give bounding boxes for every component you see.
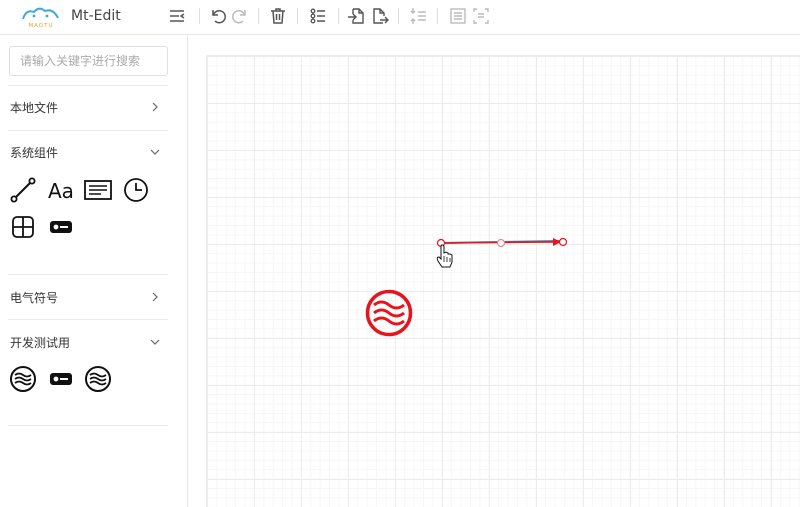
paragraph-icon	[84, 180, 112, 200]
line-handle-end[interactable]	[558, 237, 568, 247]
canvas-wave-circle-element[interactable]	[365, 289, 413, 337]
trash-icon	[271, 8, 285, 24]
grid-icon	[12, 216, 34, 238]
text-icon: Aa	[48, 179, 74, 203]
toolbar-divider	[437, 8, 438, 24]
arrow-head-icon	[553, 238, 561, 246]
search-input[interactable]	[9, 46, 168, 76]
section-divider	[8, 130, 168, 131]
switch-icon	[50, 373, 72, 385]
select-area-button[interactable]	[470, 5, 492, 27]
component-text[interactable]: Aa	[47, 176, 75, 204]
app-title: Mt-Edit	[71, 8, 121, 24]
file-export-icon	[373, 8, 389, 24]
top-toolbar: MAOTU Mt-Edit	[0, 0, 800, 35]
canvas-line-element[interactable]	[436, 237, 568, 248]
component-wave-circle[interactable]	[9, 365, 37, 393]
component-wave-circle[interactable]	[84, 365, 112, 393]
menu-fold-button[interactable]	[166, 5, 188, 27]
chevron-down-icon	[150, 149, 160, 155]
toolbar-divider	[297, 8, 298, 24]
chevron-down-icon	[150, 339, 160, 345]
section-label: 电气符号	[10, 290, 59, 305]
menu-fold-icon	[170, 10, 185, 22]
section-label: 开发测试用	[10, 335, 71, 350]
toolbar-divider	[338, 8, 339, 24]
line-handle-mid[interactable]	[496, 238, 506, 248]
wave-circle-icon	[85, 366, 111, 392]
wave-circle-icon	[365, 289, 413, 337]
component-grid[interactable]	[9, 213, 37, 241]
component-switch[interactable]	[47, 365, 75, 393]
component-switch[interactable]	[47, 213, 75, 241]
section-system-components[interactable]: 系统组件	[10, 142, 160, 162]
toolbar-divider	[199, 8, 200, 24]
fit-view-icon	[450, 8, 466, 24]
line-icon	[10, 177, 36, 203]
svg-text:Aa: Aa	[48, 179, 74, 203]
wave-lines	[373, 300, 405, 326]
align-icon	[410, 8, 426, 24]
maotu-logo-icon: MAOTU	[20, 5, 62, 29]
align-button[interactable]	[407, 5, 429, 27]
layer-list-button[interactable]	[307, 5, 329, 27]
component-clock[interactable]	[122, 176, 150, 204]
editor-canvas[interactable]	[206, 55, 800, 507]
svg-text:MAOTU: MAOTU	[28, 23, 53, 29]
section-label: 系统组件	[10, 145, 59, 160]
toolbar-divider	[398, 8, 399, 24]
section-label: 本地文件	[10, 100, 59, 115]
component-sidebar: 本地文件 系统组件 Aa	[0, 35, 188, 507]
section-local-files[interactable]: 本地文件	[10, 97, 160, 117]
line-handle-start[interactable]	[436, 238, 446, 248]
section-divider	[8, 425, 168, 426]
chevron-right-icon	[152, 102, 158, 112]
chevron-right-icon	[152, 292, 158, 302]
file-import-icon	[348, 8, 364, 24]
switch-icon	[50, 221, 72, 233]
list-icon	[310, 8, 325, 24]
delete-button[interactable]	[267, 5, 289, 27]
component-line[interactable]	[9, 176, 37, 204]
section-electrical-symbols[interactable]: 电气符号	[10, 287, 160, 307]
import-button[interactable]	[345, 5, 367, 27]
section-divider	[8, 319, 168, 320]
redo-button[interactable]	[229, 5, 251, 27]
section-dev-test[interactable]: 开发测试用	[10, 332, 160, 352]
component-paragraph[interactable]	[84, 176, 112, 204]
toolbar-divider	[258, 8, 259, 24]
select-area-icon	[473, 8, 489, 24]
export-button[interactable]	[369, 5, 391, 27]
section-divider	[8, 274, 168, 275]
wave-circle-icon	[10, 366, 36, 392]
clock-icon	[124, 178, 148, 202]
redo-icon	[232, 10, 246, 24]
undo-button[interactable]	[207, 5, 229, 27]
fit-view-button[interactable]	[447, 5, 469, 27]
section-divider	[8, 85, 168, 86]
undo-icon	[212, 10, 226, 24]
